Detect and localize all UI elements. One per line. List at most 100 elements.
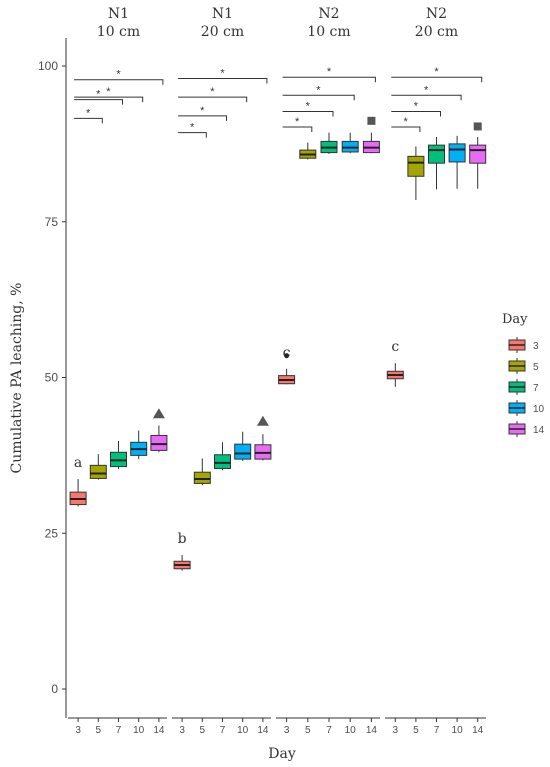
significance-bracket xyxy=(282,94,355,101)
significance-star: * xyxy=(424,84,429,96)
significance-star: * xyxy=(295,116,300,128)
box-body xyxy=(214,454,231,469)
significance-star: * xyxy=(96,89,101,101)
group-letter: c xyxy=(283,345,291,361)
legend-item-3: 3 xyxy=(508,337,539,353)
y-tick-label: 75 xyxy=(45,215,59,229)
significance-star: * xyxy=(306,100,311,112)
box-body xyxy=(407,155,425,177)
box-day-3 xyxy=(278,368,296,385)
facet-panels: N1 10 cm 3 5 7 10 14 * * * * a N1 20 cm 3 5 7 10 14 * * * * b N2… xyxy=(68,6,487,736)
x-tick-label: 10 xyxy=(237,725,249,736)
group-letter: a xyxy=(74,455,82,471)
box-day-14 xyxy=(150,425,168,453)
significance-bracket xyxy=(74,117,103,124)
box-day-14 xyxy=(254,434,272,461)
legend-label: 5 xyxy=(533,362,539,373)
y-tick-label: 100 xyxy=(38,59,58,73)
panel-3: N2 10 cm 3 5 7 10 14 * * * * c xyxy=(276,6,380,736)
y-axis: 0 25 50 75 100 xyxy=(38,38,67,718)
significance-bracket xyxy=(178,115,227,121)
box-body xyxy=(428,144,445,164)
legend: Day 3 5 7 10 14 xyxy=(502,312,545,437)
outlier-point xyxy=(256,415,269,426)
x-tick-label: 5 xyxy=(305,725,311,736)
facet-label-nitrogen: N2 xyxy=(318,6,339,22)
box-body xyxy=(234,443,252,460)
significance-star: * xyxy=(327,66,332,78)
x-tick-label: 14 xyxy=(257,725,269,736)
box-day-10 xyxy=(448,135,466,189)
x-tick-label: 14 xyxy=(366,725,378,736)
x-tick-label: 7 xyxy=(434,725,440,736)
box-day-10 xyxy=(341,132,359,154)
x-tick-label: 3 xyxy=(393,725,399,736)
box-body xyxy=(150,434,168,451)
significance-star: * xyxy=(403,116,408,128)
legend-item-5: 5 xyxy=(508,358,539,374)
facet-label-depth: 10 cm xyxy=(307,24,350,40)
x-tick-label: 14 xyxy=(153,725,165,736)
significance-bracket xyxy=(391,94,462,101)
legend-item-7: 7 xyxy=(508,379,539,395)
significance-bracket xyxy=(74,79,164,85)
facet-label-depth: 10 cm xyxy=(97,24,140,40)
significance-star: * xyxy=(190,122,195,134)
y-tick-label: 25 xyxy=(45,526,59,540)
x-tick-label: 3 xyxy=(179,725,185,736)
legend-label: 7 xyxy=(533,383,539,394)
significance-star: * xyxy=(106,86,111,98)
box-day-10 xyxy=(234,431,252,461)
facet-label-nitrogen: N1 xyxy=(212,6,233,22)
panel-4: N2 20 cm 3 5 7 10 14 * * * * c xyxy=(385,6,487,736)
significance-bracket xyxy=(391,110,441,117)
x-tick-label: 10 xyxy=(345,725,357,736)
significance-star: * xyxy=(414,100,419,112)
outlier-point xyxy=(284,353,290,359)
x-tick-label: 7 xyxy=(220,725,226,736)
box-day-3 xyxy=(173,555,191,571)
x-tick-label: 10 xyxy=(133,725,145,736)
significance-bracket xyxy=(178,96,248,103)
legend-label: 3 xyxy=(533,341,539,352)
x-tick-label: 3 xyxy=(284,725,290,736)
y-axis-label: Cumulative PA leaching, % xyxy=(9,283,25,474)
facet-label-nitrogen: N2 xyxy=(426,6,447,22)
box-day-5 xyxy=(89,454,107,480)
legend-title: Day xyxy=(502,312,528,327)
significance-star: * xyxy=(220,67,225,79)
legend-item-10: 10 xyxy=(508,400,545,416)
significance-bracket xyxy=(391,126,421,133)
facet-label-depth: 20 cm xyxy=(415,24,458,40)
significance-bracket xyxy=(282,110,334,117)
x-tick-label: 7 xyxy=(116,725,122,736)
box-day-5 xyxy=(299,142,317,160)
box-body xyxy=(89,464,107,479)
x-tick-label: 5 xyxy=(413,725,419,736)
significance-bracket xyxy=(391,76,483,83)
facet-label-depth: 20 cm xyxy=(201,24,244,40)
box-day-14 xyxy=(469,137,487,189)
legend-label: 10 xyxy=(533,404,545,415)
box-day-7 xyxy=(214,442,231,471)
significance-bracket xyxy=(282,126,313,133)
box-day-5 xyxy=(407,146,425,200)
panel-1: N1 10 cm 3 5 7 10 14 * * * * a xyxy=(68,6,168,736)
x-tick-label: 3 xyxy=(75,725,81,736)
x-tick-label: 14 xyxy=(472,725,484,736)
significance-bracket xyxy=(178,77,268,84)
outlier-point xyxy=(367,116,376,125)
x-axis-label: Day xyxy=(268,746,296,762)
group-letter: c xyxy=(391,339,399,355)
significance-star: * xyxy=(210,86,215,98)
significance-star: * xyxy=(116,69,121,81)
significance-bracket xyxy=(178,132,207,138)
legend-items: 3 5 7 10 14 xyxy=(508,337,545,437)
legend-label: 14 xyxy=(533,425,545,436)
panel-2: N1 20 cm 3 5 7 10 14 * * * * b xyxy=(172,6,272,736)
y-tick-label: 0 xyxy=(51,682,58,696)
x-tick-label: 10 xyxy=(452,725,464,736)
significance-star: * xyxy=(316,84,321,96)
legend-item-14: 14 xyxy=(508,421,545,437)
